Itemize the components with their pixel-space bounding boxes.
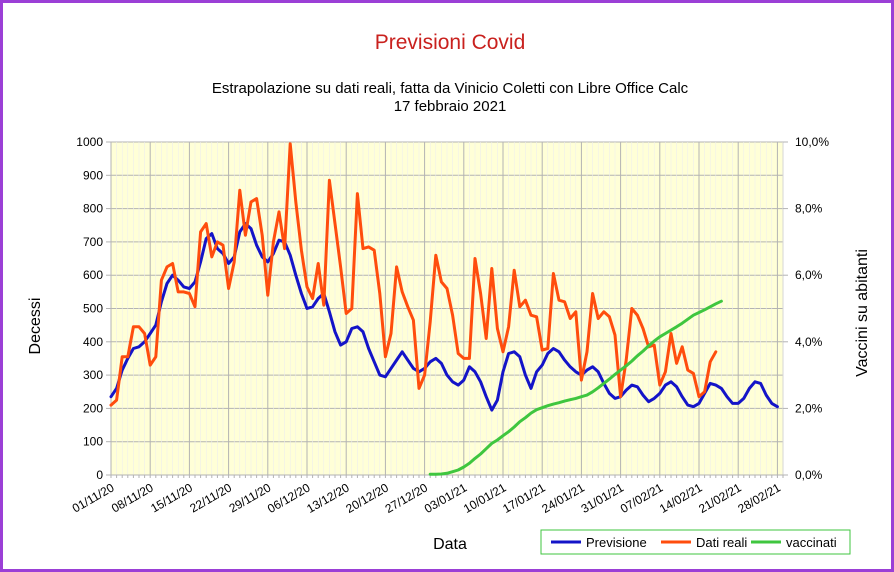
legend-label: Dati reali [696,535,747,550]
x-tick-label: 21/02/21 [696,480,744,516]
y-axis-ticks: 0 100 200 300 400 500 600 700 800 900 1000 [76,135,111,482]
series-line-dati-reali [109,142,718,407]
series-line-previsione [109,222,779,412]
x-tick-label: 15/11/20 [148,480,195,515]
y-tick-label: 500 [83,302,103,316]
x-tick-label: 03/01/21 [422,480,470,516]
y2-axis-label: Vaccini su abitanti [854,249,871,377]
legend: Previsione Dati reali vaccinati [540,529,851,555]
x-tick-label: 17/01/21 [500,480,548,516]
x-tick-label: 13/12/20 [304,480,352,516]
y2-tick-label: 8,0% [795,202,823,216]
y2-tick-label: 0,0% [795,468,823,482]
x-tick-label: 01/11/20 [70,480,117,515]
y-tick-label: 1000 [76,135,103,149]
covid-forecast-chart: Previsioni Covid Estrapolazione su dati … [27,31,871,555]
chart-subtitle: Estrapolazione su dati reali, fatta da V… [212,80,689,97]
x-tick-label: 20/12/20 [343,480,391,516]
y-tick-label: 0 [96,468,103,482]
y2-tick-label: 6,0% [795,268,823,282]
x-tick-label: 29/11/20 [227,480,274,515]
x-axis-ticks: 01/11/2008/11/2015/11/2022/11/2029/11/20… [70,475,784,516]
y-tick-label: 700 [83,235,103,249]
x-tick-label: 07/02/21 [618,480,666,516]
series-lines [109,142,779,476]
y-tick-label: 800 [83,202,103,216]
x-tick-label: 31/01/21 [579,480,627,516]
legend-label: vaccinati [786,535,837,550]
y-tick-label: 600 [83,268,103,282]
legend-label: Previsione [586,535,647,550]
y2-tick-label: 2,0% [795,401,823,415]
x-tick-label: 08/11/20 [109,480,156,515]
x-tick-label: 24/01/21 [539,480,587,516]
chart-date: 17 febbraio 2021 [394,98,507,115]
y-tick-label: 900 [83,168,103,182]
series-line-vaccinati [428,299,723,476]
x-tick-label: 28/02/21 [735,480,783,516]
y-tick-label: 100 [83,435,103,449]
x-tick-label: 06/12/20 [265,480,313,516]
y-tick-label: 200 [83,401,103,415]
x-tick-label: 22/11/20 [187,480,234,515]
x-tick-label: 10/01/21 [461,480,509,516]
y-tick-label: 400 [83,335,103,349]
x-tick-label: 14/02/21 [657,480,705,516]
y-axis-label: Decessi [27,298,44,355]
x-axis-label: Data [433,536,467,553]
legend-box [540,529,851,555]
x-tick-label: 27/12/20 [383,480,431,516]
grid-lines [110,141,784,476]
y2-tick-label: 4,0% [795,335,823,349]
y2-axis-ticks: 0,0% 2,0% 4,0% 6,0% 8,0% 10,0% [783,135,829,482]
y2-tick-label: 10,0% [795,135,829,149]
y-tick-label: 300 [83,368,103,382]
chart-title: Previsioni Covid [375,31,526,54]
